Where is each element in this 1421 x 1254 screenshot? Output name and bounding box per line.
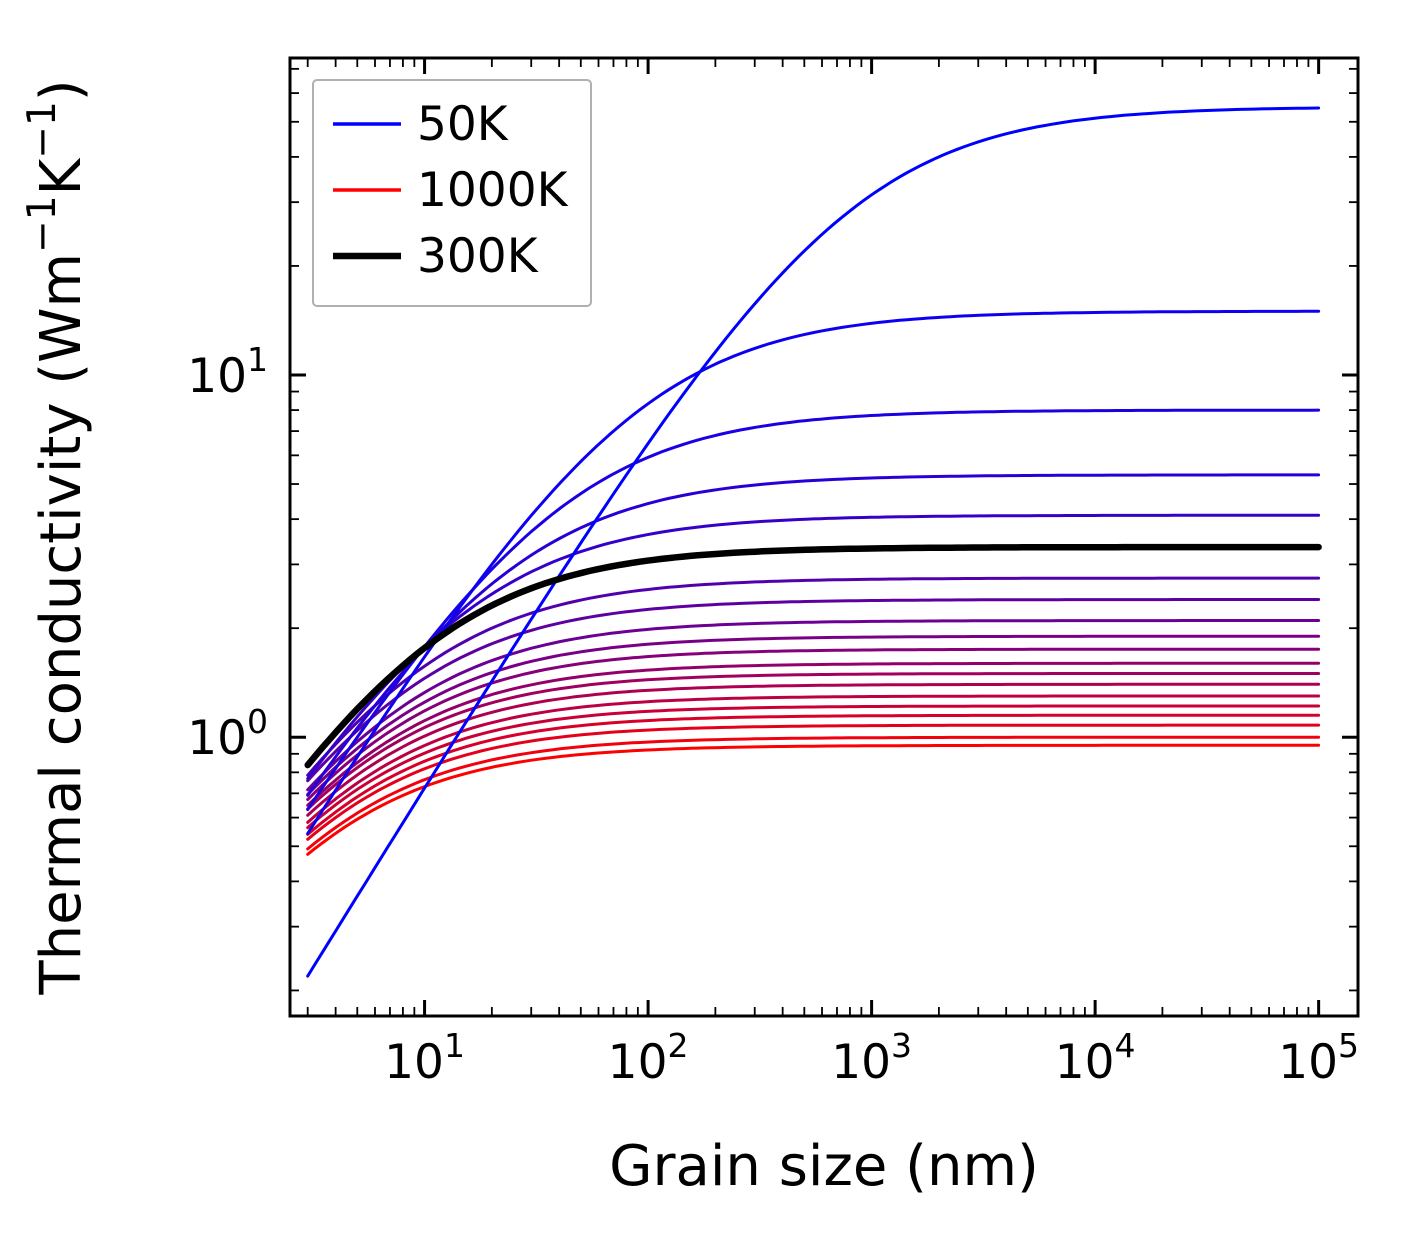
series-line-850K: [306, 713, 1321, 836]
x-tick-label: 102: [608, 1026, 689, 1090]
legend-label-50K: 50K: [417, 97, 509, 152]
series-line-350K: [306, 576, 1321, 777]
series-line-750K: [306, 694, 1321, 824]
legend-label-300K: 300K: [417, 229, 539, 284]
series-line-450K: [306, 619, 1321, 792]
series-line-800K: [306, 704, 1321, 830]
series-line-900K: [306, 723, 1321, 841]
x-tick-label: 101: [384, 1026, 465, 1090]
legend: 50K 1000K 300K: [312, 79, 592, 307]
x-tick-label: 104: [1055, 1026, 1136, 1090]
series-line-1000K: [306, 743, 1321, 856]
y-tick-label: 100: [187, 702, 268, 766]
series-line-600K: [306, 661, 1321, 807]
x-tick-label: 105: [1278, 1026, 1359, 1090]
x-tick-label: 103: [831, 1026, 912, 1090]
series-line-950K: [306, 735, 1321, 851]
series-line-300K: [304, 543, 1322, 769]
series-line-500K: [306, 634, 1321, 796]
series-line-100K: [306, 309, 1321, 835]
series-line-550K: [306, 647, 1321, 801]
series-group: [304, 106, 1322, 978]
series-line-250K: [306, 513, 1321, 781]
series-line-50K: [306, 106, 1321, 978]
legend-label-1000K: 1000K: [417, 163, 569, 218]
y-axis-label: Thermal conductivity (Wm−1K−1): [20, 79, 94, 995]
y-tick-label: 101: [187, 340, 268, 404]
series-line-200K: [306, 473, 1321, 797]
x-axis-label: Grain size (nm): [609, 1134, 1039, 1199]
legend-frame: [312, 79, 592, 307]
series-line-700K: [306, 682, 1321, 817]
series-line-400K: [306, 598, 1321, 783]
axes-frame: [288, 56, 1360, 1018]
